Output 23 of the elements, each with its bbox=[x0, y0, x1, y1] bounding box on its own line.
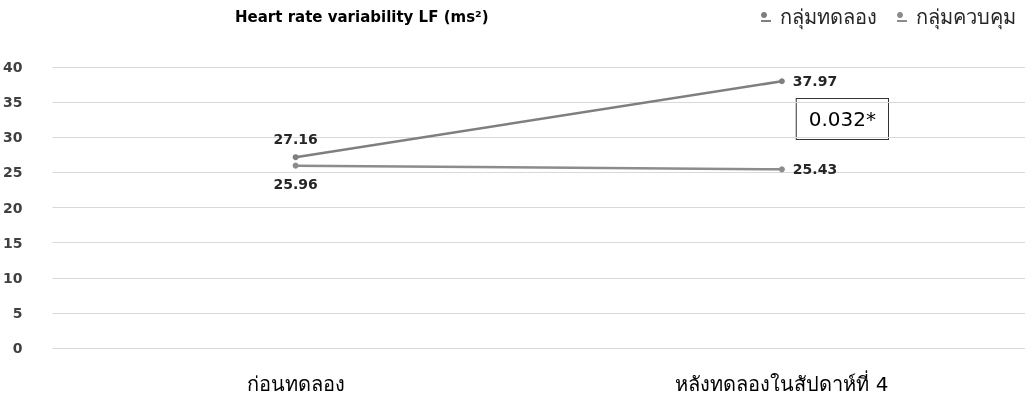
point bbox=[778, 78, 785, 85]
data-label: 27.16 bbox=[273, 131, 318, 148]
y-tick-label: 40 bbox=[3, 59, 23, 75]
y-tick-label: 35 bbox=[3, 94, 23, 111]
chart-title: Heart rate variability LF (ms²) bbox=[235, 7, 489, 26]
legend-label: กลุ่มควบคุม bbox=[916, 5, 1016, 30]
data-label: 25.43 bbox=[792, 161, 838, 178]
y-tick-label: 10 bbox=[3, 269, 23, 286]
y-tick-label: 15 bbox=[3, 234, 23, 251]
data-label: 25.96 bbox=[273, 175, 318, 192]
x-tick-label: ก่อนทดลอง bbox=[246, 372, 345, 396]
data-label: 37.97 bbox=[792, 73, 838, 90]
y-tick-label: 5 bbox=[12, 304, 23, 321]
x-tick-label: หลังทดลองในสัปดาห์ที่ 4 bbox=[675, 370, 889, 396]
y-tick-label: 0 bbox=[12, 340, 23, 356]
point bbox=[292, 154, 299, 161]
point bbox=[778, 166, 785, 173]
y-tick-label: 20 bbox=[3, 199, 23, 216]
y-tick-label: 30 bbox=[3, 129, 23, 146]
annotation: 0.032* bbox=[808, 107, 877, 131]
y-tick-label: 25 bbox=[3, 164, 23, 181]
legend-label: กลุ่มทดลอง bbox=[780, 5, 877, 30]
point bbox=[292, 162, 299, 169]
